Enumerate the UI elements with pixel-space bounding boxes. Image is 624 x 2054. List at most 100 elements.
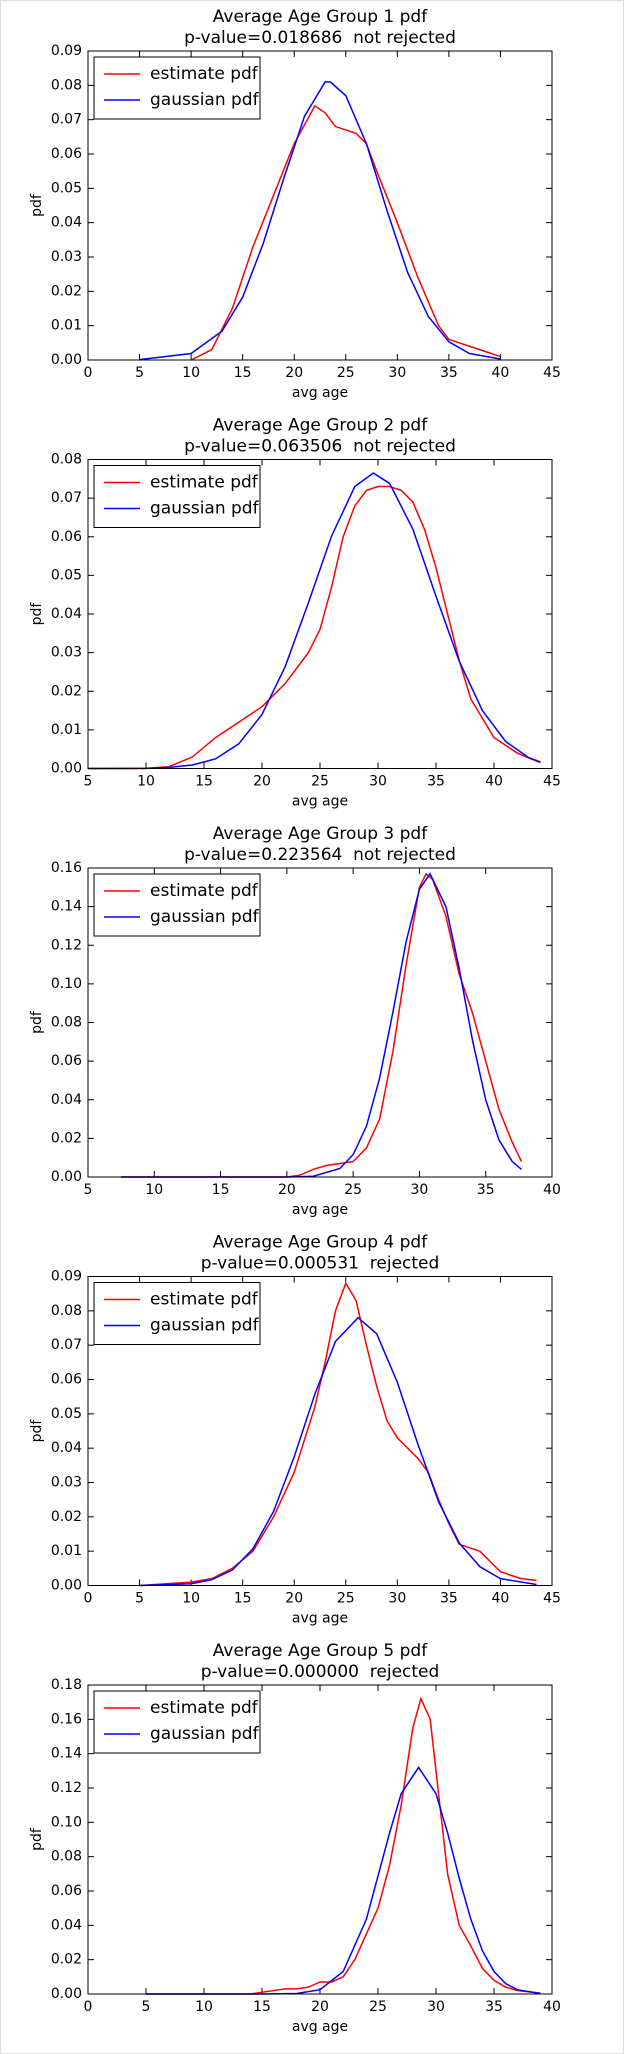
y-tick-label: 0.02 [51, 1509, 82, 1525]
y-tick-label: 0.07 [51, 1337, 82, 1353]
y-tick-label: 0.02 [51, 283, 82, 299]
legend-box [93, 873, 261, 937]
y-tick-label: 0.02 [51, 1130, 82, 1146]
legend-box [93, 465, 261, 528]
x-axis-label: avg age [292, 385, 348, 401]
x-tick-label: 20 [278, 1182, 296, 1198]
x-axis-label: avg age [292, 1611, 348, 1627]
chart-panel: Average Age Group 1 pdfp-value=0.018686 … [29, 7, 561, 401]
x-tick-label: 45 [543, 365, 561, 381]
x-tick-label: 5 [135, 1591, 144, 1607]
chart-panel: Average Age Group 2 pdfp-value=0.063506 … [29, 416, 561, 810]
chart-title: Average Age Group 5 pdf [213, 1641, 428, 1661]
x-tick-label: 20 [285, 365, 303, 381]
y-tick-label: 0.06 [51, 146, 82, 162]
x-tick-label: 25 [344, 1182, 362, 1198]
y-tick-label: 0.05 [51, 180, 82, 196]
x-tick-label: 40 [485, 774, 503, 790]
x-tick-label: 30 [388, 1591, 406, 1607]
y-tick-label: 0.12 [51, 937, 82, 953]
y-tick-label: 0.07 [51, 112, 82, 128]
chart-subtitle: p-value=0.223564 not rejected [184, 845, 456, 865]
legend-label: estimate pdf [150, 64, 259, 84]
y-tick-label: 0.00 [51, 1986, 82, 2002]
y-tick-label: 0.04 [51, 1917, 82, 1933]
y-tick-label: 0.03 [51, 1475, 82, 1491]
y-tick-label: 0.01 [51, 722, 82, 738]
y-tick-label: 0.05 [51, 1406, 82, 1422]
y-tick-label: 0.07 [51, 490, 82, 506]
y-tick-label: 0.06 [51, 529, 82, 545]
x-tick-label: 25 [337, 1591, 355, 1607]
legend-box [93, 1690, 261, 1754]
y-tick-label: 0.12 [51, 1780, 82, 1796]
x-tick-label: 15 [234, 1591, 252, 1607]
legend-label: gaussian pdf [150, 90, 260, 110]
y-tick-label: 0.06 [51, 1053, 82, 1069]
x-tick-label: 40 [543, 1182, 561, 1198]
pdf-line [87, 472, 541, 770]
x-tick-label: 30 [427, 1999, 445, 2015]
y-tick-label: 0.00 [51, 761, 82, 777]
plot-frame [87, 1276, 553, 1586]
x-tick-label: 10 [145, 1182, 163, 1198]
y-tick-label: 0.09 [51, 1269, 82, 1285]
pdf-line [146, 1766, 541, 1995]
y-tick-label: 0.10 [51, 1814, 82, 1830]
y-tick-label: 0.08 [51, 1849, 82, 1865]
x-tick-label: 25 [369, 1999, 387, 2015]
pdf-line [121, 872, 522, 1178]
pdf-line [121, 872, 523, 1178]
pdf-line [146, 1696, 541, 1995]
x-tick-label: 5 [142, 1999, 151, 2015]
x-tick-label: 10 [137, 774, 155, 790]
x-tick-label: 5 [84, 1182, 93, 1198]
y-tick-label: 0.09 [51, 43, 82, 59]
y-tick-label: 0.18 [51, 1677, 82, 1693]
chart-panel: Average Age Group 4 pdfp-value=0.000531 … [29, 1233, 561, 1627]
chart-title: Average Age Group 4 pdf [213, 1233, 428, 1253]
x-tick-label: 5 [84, 774, 93, 790]
legend-box [93, 56, 261, 120]
y-tick-label: 0.06 [51, 1372, 82, 1388]
y-tick-label: 0.01 [51, 1543, 82, 1559]
x-tick-label: 35 [440, 365, 458, 381]
y-tick-label: 0.16 [51, 860, 82, 876]
x-tick-label: 45 [543, 1591, 561, 1607]
x-tick-label: 0 [84, 1591, 93, 1607]
y-tick-label: 0.00 [51, 352, 82, 368]
legend-box [93, 1282, 261, 1345]
x-tick-label: 15 [212, 1182, 230, 1198]
x-tick-label: 10 [182, 1591, 200, 1607]
chart-subtitle: p-value=0.000000 rejected [201, 1662, 440, 1682]
y-axis-label: pdf [29, 1419, 45, 1443]
y-tick-label: 0.16 [51, 1711, 82, 1727]
x-tick-label: 20 [285, 1591, 303, 1607]
y-tick-label: 0.08 [51, 77, 82, 93]
plot-frame [87, 459, 553, 769]
x-tick-label: 40 [492, 365, 510, 381]
y-tick-label: 0.04 [51, 1092, 82, 1108]
y-tick-label: 0.04 [51, 215, 82, 231]
x-tick-label: 5 [135, 365, 144, 381]
y-tick-label: 0.04 [51, 606, 82, 622]
legend-label: gaussian pdf [150, 1724, 260, 1744]
y-tick-label: 0.03 [51, 645, 82, 661]
y-tick-label: 0.01 [51, 318, 82, 334]
x-tick-label: 30 [388, 365, 406, 381]
x-tick-label: 20 [253, 774, 271, 790]
y-tick-label: 0.00 [51, 1578, 82, 1594]
x-tick-label: 15 [234, 365, 252, 381]
x-axis-label: avg age [292, 794, 348, 810]
x-tick-label: 40 [492, 1591, 510, 1607]
pdf-line [190, 104, 501, 361]
y-tick-label: 0.08 [51, 1303, 82, 1319]
x-axis-label: avg age [292, 1202, 348, 1218]
y-tick-label: 0.14 [51, 899, 82, 915]
pdf-line [139, 81, 501, 361]
x-tick-label: 35 [440, 1591, 458, 1607]
x-axis-label: avg age [292, 2019, 348, 2035]
y-axis-label: pdf [29, 602, 45, 626]
